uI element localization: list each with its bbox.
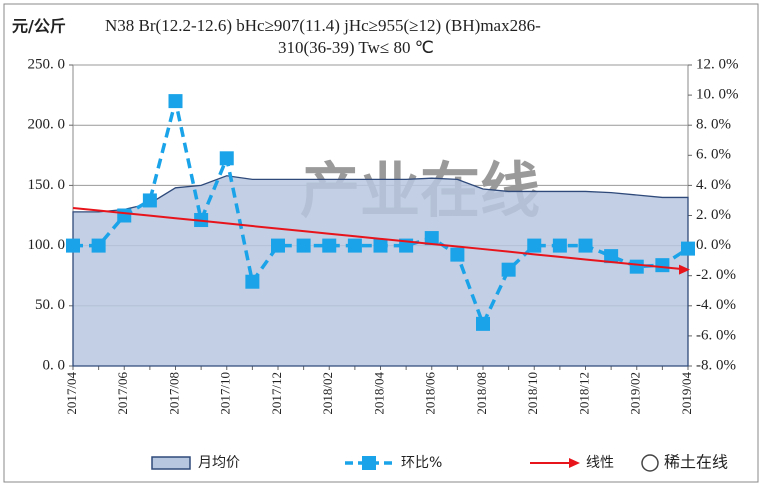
legend-label: 环比% <box>401 455 442 471</box>
y-tick-label: 0. 0 <box>43 357 66 373</box>
marker <box>476 316 490 331</box>
marker <box>322 238 337 253</box>
marker <box>168 94 183 109</box>
y2-tick-label: -2. 0% <box>696 267 736 283</box>
chart-title: 310(36-39) Tw≤ 80 ℃ <box>278 38 434 57</box>
x-tick-label: 2017/04 <box>64 372 79 415</box>
x-tick-label: 2017/06 <box>115 372 130 415</box>
y2-tick-label: -4. 0% <box>696 297 736 313</box>
marker <box>296 238 311 253</box>
y-axis-label: 元/公斤 <box>12 17 66 36</box>
arrow-head <box>679 264 690 275</box>
marker <box>91 238 106 253</box>
y-tick-label: 100. 0 <box>28 237 66 253</box>
x-tick-label: 2018/02 <box>320 372 335 415</box>
y2-tick-label: 2. 0% <box>696 207 731 223</box>
chart-title: N38 Br(12.2-12.6) bHc≥907(11.4) jHc≥955(… <box>105 16 541 35</box>
y2-tick-label: 8. 0% <box>696 117 731 133</box>
legend-swatch <box>151 456 191 470</box>
y-tick-label: 200. 0 <box>28 117 66 133</box>
marker <box>655 258 670 273</box>
y-tick-label: 150. 0 <box>28 177 66 193</box>
marker <box>347 238 362 253</box>
x-tick-label: 2019/02 <box>628 372 643 415</box>
y2-tick-label: -8. 0% <box>696 357 736 373</box>
marker <box>66 238 80 253</box>
y2-tick-label: -6. 0% <box>696 327 736 343</box>
y2-tick-label: 12. 0% <box>696 56 739 72</box>
marker <box>604 249 619 264</box>
trend-line <box>72 206 689 271</box>
x-tick-label: 2019/04 <box>679 372 694 415</box>
legend-swatch <box>362 456 376 470</box>
y2-tick-label: 0. 0% <box>696 237 731 253</box>
legend-label: 线性 <box>586 455 614 471</box>
marker <box>450 247 465 262</box>
x-tick-label: 2018/10 <box>525 372 540 415</box>
x-tick-label: 2017/12 <box>269 372 284 415</box>
marker <box>629 259 644 274</box>
marker <box>142 193 157 208</box>
marker <box>578 238 593 253</box>
marker <box>245 274 260 289</box>
area <box>72 175 689 367</box>
marker <box>424 231 439 246</box>
marker <box>527 238 542 253</box>
x-tick-label: 2018/06 <box>423 372 438 415</box>
x-tick-label: 2018/04 <box>371 372 386 415</box>
x-tick-label: 2018/08 <box>474 372 489 415</box>
x-tick-label: 2017/08 <box>166 372 181 415</box>
marker <box>552 238 567 253</box>
credit-icon <box>641 454 659 472</box>
y2-tick-label: 4. 0% <box>696 177 731 193</box>
marker <box>373 238 388 253</box>
y-tick-label: 50. 0 <box>35 297 65 313</box>
marker <box>117 208 132 223</box>
x-tick-label: 2017/10 <box>218 372 233 415</box>
marker <box>501 262 516 277</box>
legend-label: 月均价 <box>198 455 240 471</box>
marker <box>219 151 234 166</box>
legend-swatch <box>569 458 580 468</box>
credit: 稀土在线 <box>664 453 728 472</box>
x-tick-label: 2018/12 <box>576 372 591 415</box>
y2-tick-label: 10. 0% <box>696 87 739 103</box>
y2-tick-label: 6. 0% <box>696 147 731 163</box>
marker <box>271 238 285 253</box>
y-tick-label: 250. 0 <box>28 56 66 72</box>
marker <box>681 241 695 256</box>
